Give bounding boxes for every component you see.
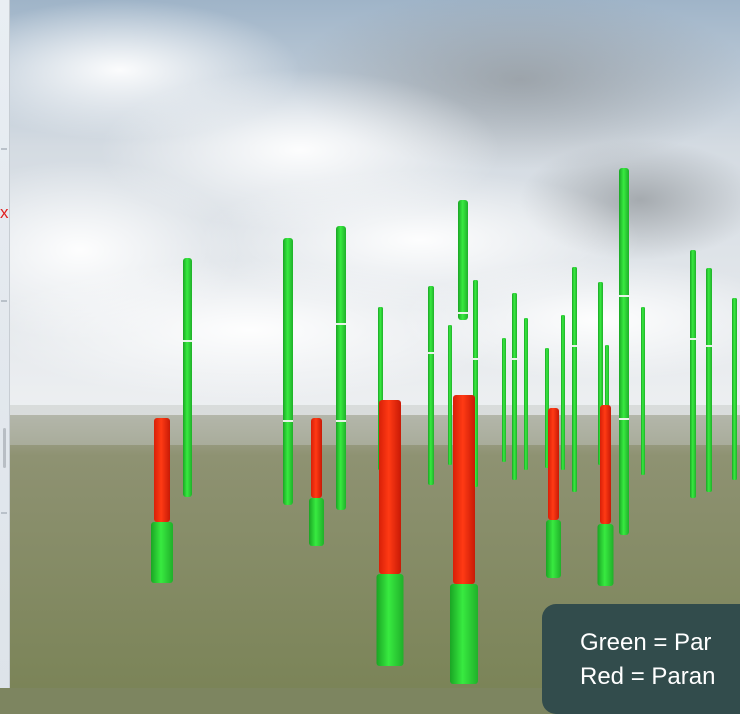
- side-panel-edge: [0, 0, 10, 688]
- rod-segment-marker: [690, 338, 696, 340]
- red-rod-segment: [453, 395, 475, 584]
- green-rod: [572, 267, 577, 492]
- green-rod-segment: [597, 524, 614, 586]
- green-rod: [524, 318, 528, 470]
- green-rod-segment: [151, 522, 173, 583]
- rod-segment-marker: [706, 345, 712, 347]
- green-rod: [336, 226, 346, 510]
- rod-segment-marker: [283, 420, 293, 422]
- red-rod-segment: [600, 405, 611, 524]
- green-rod-segment: [309, 498, 324, 546]
- green-rod: [512, 293, 517, 480]
- rod-segment-marker: [619, 418, 629, 420]
- legend-green-label: Green = Par: [580, 629, 712, 656]
- rod-segment-marker: [336, 323, 346, 325]
- green-rod: [690, 250, 696, 498]
- panel-divider: [1, 300, 7, 302]
- green-rod-segment: [546, 520, 561, 578]
- rod-segment-marker: [512, 358, 517, 360]
- green-rod: [641, 307, 645, 475]
- green-rod: [183, 258, 192, 497]
- rod-segment-marker: [572, 345, 577, 347]
- rod-segment-marker: [458, 312, 468, 314]
- rod-segment-marker: [619, 295, 629, 297]
- green-rod: [619, 168, 629, 535]
- panel-divider: [1, 148, 7, 150]
- panel-scroll-handle[interactable]: [3, 428, 6, 468]
- rod-segment-marker: [473, 358, 478, 360]
- legend-panel: Green = Par Red = Paran: [542, 604, 740, 714]
- green-rod: [561, 315, 565, 470]
- red-rod-segment: [154, 418, 170, 522]
- legend-red-label: Red = Paran: [580, 663, 716, 690]
- 3d-scene-viewport[interactable]: [0, 0, 740, 688]
- green-rod-segment: [376, 574, 404, 666]
- green-rod: [448, 325, 452, 465]
- rod-segment-marker: [336, 420, 346, 422]
- green-rod: [283, 238, 293, 505]
- panel-divider: [1, 512, 7, 514]
- close-icon[interactable]: x: [0, 203, 9, 222]
- cloud: [400, 260, 740, 380]
- green-rod: [706, 268, 712, 492]
- red-rod-segment: [548, 408, 559, 520]
- red-rod-segment: [311, 418, 322, 498]
- red-rod-segment: [379, 400, 401, 574]
- green-rod-segment: [450, 584, 478, 684]
- green-rod: [458, 200, 468, 320]
- green-rod: [428, 286, 434, 485]
- green-rod: [732, 298, 737, 480]
- rod-segment-marker: [183, 340, 192, 342]
- rod-segment-marker: [428, 352, 434, 354]
- green-rod: [502, 338, 506, 462]
- horizon-haze: [0, 405, 740, 445]
